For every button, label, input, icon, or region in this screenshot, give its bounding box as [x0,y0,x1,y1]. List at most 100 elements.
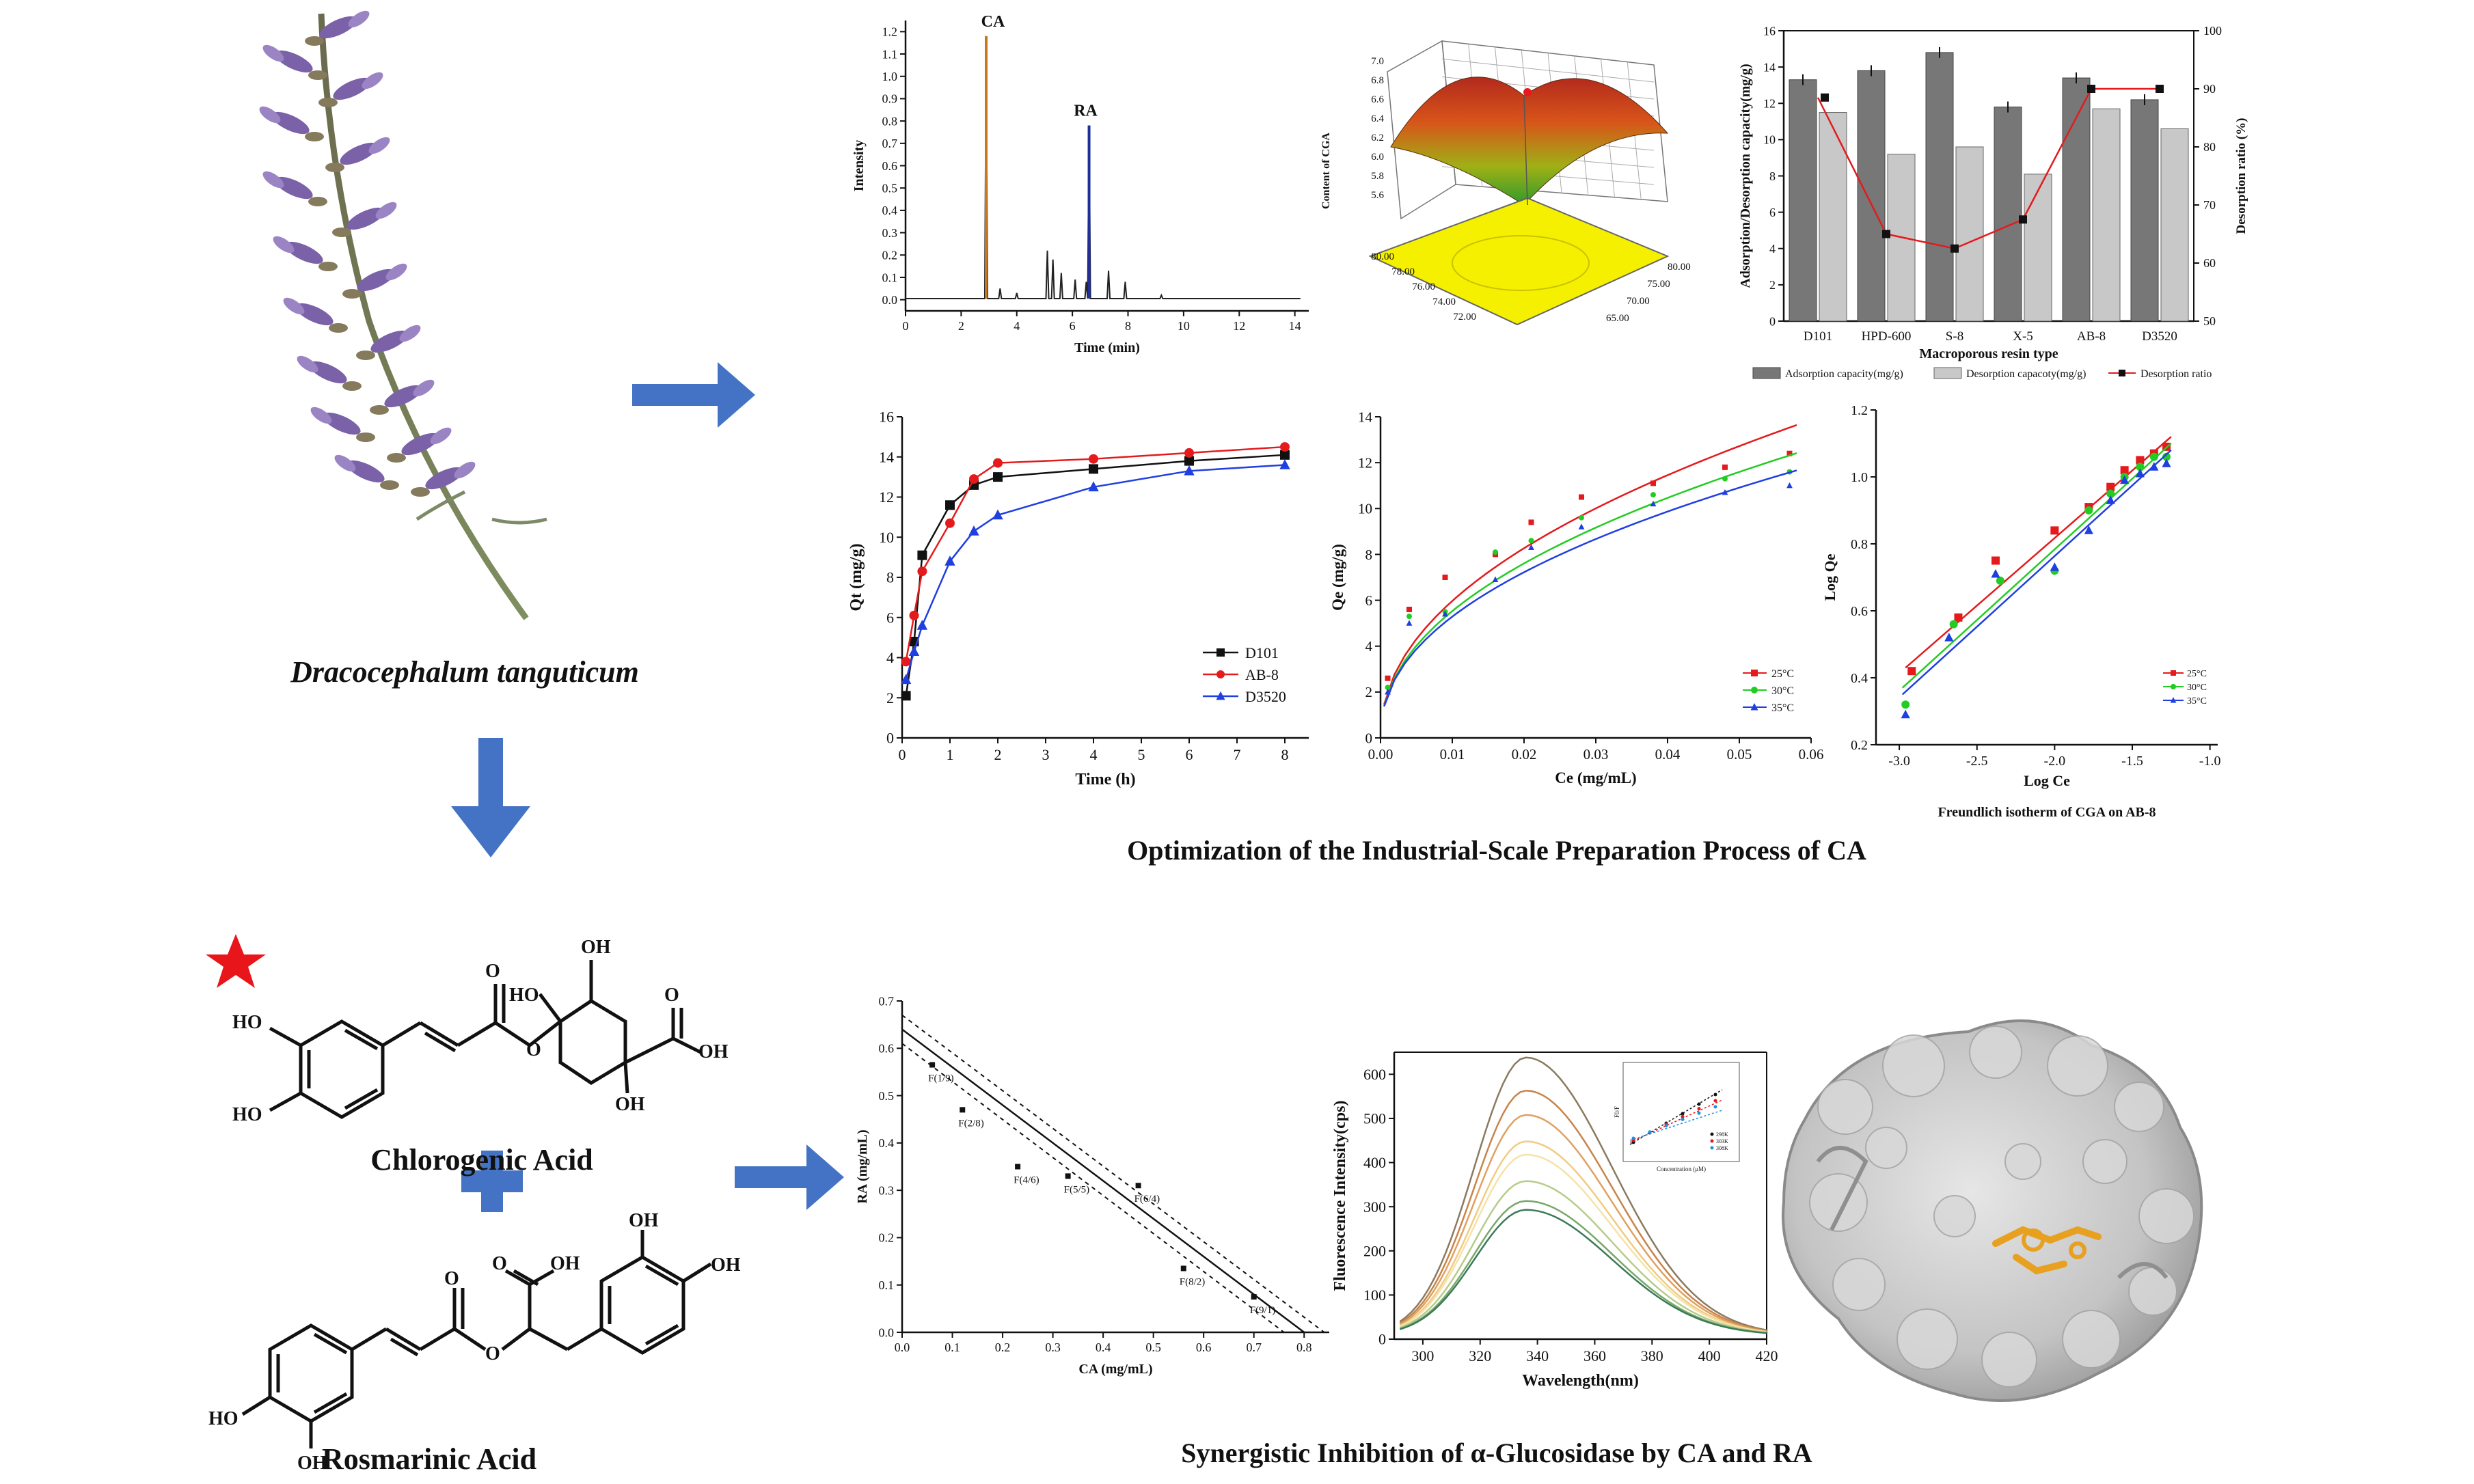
inset-legend-marker [1710,1139,1714,1143]
y-tick-label: 14 [1358,409,1373,425]
combination-point [960,1107,966,1113]
y-tick-label: 0.5 [879,1089,895,1103]
spectrum-5 [1399,1180,1767,1334]
svg-text:HO: HO [232,1104,262,1125]
data-point [1406,620,1413,626]
surface-lobe [2114,1082,2164,1132]
plant-illustration [259,10,547,620]
data-point [916,620,928,630]
svg-text:O: O [664,985,679,1006]
data-point [2149,462,2159,471]
protein-docking-illustration [1782,1019,2203,1402]
data-point [1089,454,1098,464]
data-point [2136,463,2145,471]
x-tick-label: 0.01 [1440,746,1465,762]
fit-curve-1 [1383,452,1797,706]
flower [259,106,281,124]
inset-legend-marker [1710,1132,1714,1136]
x-axis-label: Wavelength(nm) [1522,1372,1639,1390]
x-tick-label: 340 [1526,1347,1549,1364]
data-point [900,674,912,685]
inset-x-label: Concentration (μM) [1657,1166,1706,1172]
combination-point [1065,1173,1071,1179]
calyx [305,132,324,141]
adsorption-bar [1925,52,1954,322]
y-tick-label: 8 [1769,169,1776,183]
adsorption-bar [1994,107,2022,322]
inset-point [1713,1093,1717,1097]
point-label: F(6/4) [1134,1194,1160,1205]
point-label: F(2/8) [958,1118,984,1129]
x-tick-label: 74.00 [1432,297,1456,307]
spectrum-6 [1399,1200,1767,1334]
x-tick-label: 420 [1756,1347,1778,1364]
data-point [1901,709,1910,719]
calyx [308,70,327,80]
z-tick-label: 6.4 [1371,113,1384,124]
response-surface-plot: 5.6 5.8 6.0 6.2 6.4 6.6 6.8 7.0 Content of CGA 80… [1320,40,1691,326]
y-tick-label: 6 [1769,206,1776,219]
desorption-ratio-point [1821,93,1829,102]
desorption-bar [1955,146,1984,322]
calyx [370,405,389,415]
contour-line [1452,235,1590,291]
arrow-right-1 [632,362,755,428]
peak-label: RA [1074,102,1098,120]
z-tick-label: 6.6 [1371,94,1384,105]
inset-point [1681,1117,1685,1121]
arrow-right-2 [735,1144,844,1210]
svg-text:OH: OH [297,1453,327,1474]
x-axis-label: Time (min) [1074,340,1140,355]
y-tick-label: 0.2 [879,1231,895,1245]
legend-swatch-desorption [1933,367,1962,379]
data-point [1722,489,1728,495]
adsorption-bar [1789,79,1817,322]
desorption-ratio-point [2087,85,2095,93]
freundlich-isotherm-chart: -3.0 -2.5 -2.0 -1.5 -1.0 0.2 0.4 0.6 0.8 1.0 1.2 Lo… [1821,403,2220,820]
y-tick-label: 100 [1363,1287,1386,1304]
y-tick-label: 10 [1358,501,1372,517]
data-point [1579,494,1584,500]
surface-lobe [1897,1308,1958,1370]
adsorption-bar [2130,99,2159,322]
surface-lobe [2047,1035,2108,1097]
surface-lobe [1933,1195,1976,1237]
data-point [1949,620,1958,629]
legend-marker-ratio [2119,370,2125,376]
z-tick-label: 5.8 [1371,171,1384,182]
data-point [1786,482,1793,489]
surface-lobe [1832,1258,1886,1311]
rosmarinic-acid-structure [241,1230,712,1448]
response-surface [1390,77,1669,206]
data-point [1650,500,1657,507]
y-tick-label: 1.0 [882,70,898,83]
isobologram-chart: 0.0 0.1 0.2 0.3 0.4 0.5 0.6 0.7 0.8 0.0 0.1 0.2 0.3 0… [855,994,1329,1377]
adsorption-bar [2062,77,2091,322]
x-tick-label: 0.5 [1145,1341,1161,1354]
x-tick-label: X-5 [2013,329,2033,344]
combination-point [929,1062,936,1068]
data-point [1954,613,1963,622]
y-tick-label: 10 [879,529,894,546]
data-point [2106,482,2115,491]
inset-legend-label: 298K [1716,1131,1728,1138]
x-tick-label: 12 [1233,319,1245,333]
calyx [325,163,344,172]
spectrum-0 [1399,1056,1767,1331]
svg-text:O: O [444,1268,459,1289]
data-point [968,525,979,536]
data-point [993,472,1003,482]
y-tick-label: 0.9 [882,92,898,106]
y-tick-label: 200 [1363,1242,1386,1259]
x-tick-label: 0.05 [1727,746,1752,762]
inset-point [1631,1136,1635,1140]
x-tick-label: -1.5 [2121,754,2143,769]
svg-text:HO: HO [509,985,539,1006]
data-point [945,500,955,510]
y-tick-label: 65.00 [1606,313,1629,324]
data-point [992,509,1003,520]
y-tick-label: 1.2 [882,25,898,39]
legend-label: Desorption ratio [2140,368,2212,380]
legend-marker [1750,703,1758,711]
surface-lobe [2004,1143,2041,1180]
